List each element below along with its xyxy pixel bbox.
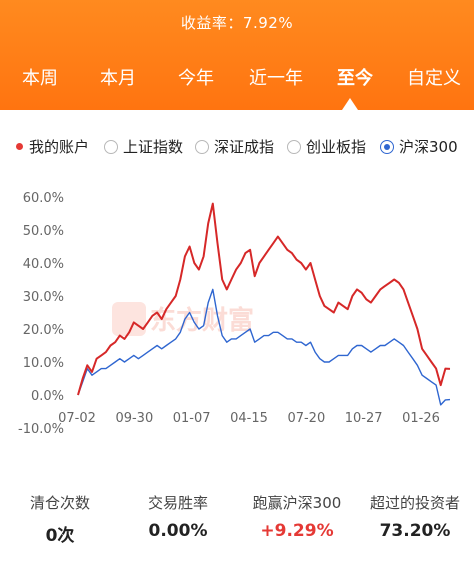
- radio-icon[interactable]: [195, 139, 209, 154]
- series-line: [77, 202, 451, 396]
- tab-this-week[interactable]: 本周: [22, 68, 58, 89]
- x-tick-label: 01-07: [173, 411, 211, 426]
- stat-value: 0.00%: [148, 521, 208, 541]
- y-tick-label: 0.0%: [31, 389, 64, 404]
- return-label: 收益率：: [180, 14, 243, 32]
- x-tick-label: 10-27: [345, 411, 383, 426]
- legend-my-account: 我的账户: [16, 136, 89, 157]
- y-tick-label: 60.0%: [23, 191, 64, 206]
- y-axis-ticks: 60.0% 50.0% 40.0% 30.0% 20.0% 10.0% 0.0% -10.0%: [18, 191, 64, 437]
- watermark-logo: 东方财富: [112, 302, 254, 336]
- series-line: [77, 288, 451, 406]
- legend-option-shenzhen[interactable]: 深证成指: [195, 136, 274, 157]
- chart-legend: 我的账户 上证指数 深证成指 创业板指 沪深300: [0, 136, 474, 160]
- x-tick-label: 01-26: [402, 411, 440, 426]
- y-tick-label: 10.0%: [23, 356, 64, 371]
- legend-option-label: 上证指数: [123, 138, 184, 156]
- y-tick-label: 20.0%: [23, 323, 64, 338]
- legend-option-label: 沪深300: [399, 138, 458, 156]
- legend-option-csi300[interactable]: 沪深300: [380, 136, 458, 157]
- tab-to-date[interactable]: 至今: [337, 68, 373, 89]
- stat-value: 0次: [45, 526, 75, 546]
- y-tick-label: 50.0%: [23, 224, 64, 239]
- return-value: 7.92%: [242, 14, 294, 32]
- radio-icon[interactable]: [287, 139, 301, 154]
- period-tabs: 本周 本月 今年 近一年 至今 自定义: [0, 64, 474, 94]
- stats-row: 清仓次数 0次 交易胜率 0.00% 跑赢沪深300 +9.29% 超过的投资者…: [0, 492, 474, 552]
- stat-value: 73.20%: [379, 521, 451, 541]
- return-chart: 东方财富 60.0% 50.0% 40.0% 30.0% 20.0% 10.0% 0.0% -…: [18, 191, 451, 437]
- legend-option-chinext[interactable]: 创业板指: [287, 136, 366, 157]
- y-tick-label: -10.0%: [18, 422, 64, 437]
- legend-option-label: 创业板指: [306, 138, 367, 156]
- radio-icon[interactable]: [104, 139, 118, 154]
- active-tab-indicator: [342, 98, 358, 110]
- tab-custom[interactable]: 自定义: [407, 68, 461, 89]
- radio-selected-icon[interactable]: [380, 139, 394, 154]
- tab-this-year[interactable]: 今年: [178, 68, 214, 89]
- x-tick-label: 09-30: [115, 411, 153, 426]
- stat-win-rate: 交易胜率 0.00%: [148, 492, 208, 541]
- account-dot-icon: [16, 143, 23, 150]
- return-rate: 收益率：7.92%: [0, 12, 474, 33]
- tab-last-year[interactable]: 近一年: [249, 68, 303, 89]
- x-tick-label: 07-02: [58, 411, 96, 426]
- x-tick-label: 04-15: [230, 411, 268, 426]
- stat-label: 超过的投资者: [369, 494, 461, 512]
- stat-value: +9.29%: [260, 521, 334, 541]
- x-tick-label: 07-20: [287, 411, 325, 426]
- tab-this-month[interactable]: 本月: [100, 68, 136, 89]
- watermark-text: 东方财富: [150, 305, 254, 336]
- stat-beat-csi300: 跑赢沪深300 +9.29%: [253, 492, 342, 541]
- stat-label: 清仓次数: [29, 494, 91, 512]
- legend-my-account-label: 我的账户: [29, 138, 90, 156]
- y-tick-label: 30.0%: [23, 290, 64, 305]
- header-bar: 收益率：7.92% 本周 本月 今年 近一年 至今 自定义: [0, 0, 474, 110]
- legend-option-shanghai[interactable]: 上证指数: [104, 136, 183, 157]
- stat-label: 交易胜率: [147, 494, 209, 512]
- watermark-icon: [112, 302, 146, 336]
- legend-option-label: 深证成指: [214, 138, 275, 156]
- chart-series: [77, 202, 451, 406]
- y-tick-label: 40.0%: [23, 257, 64, 272]
- stat-label: 跑赢沪深300: [252, 494, 342, 512]
- stat-clearance-count: 清仓次数 0次: [30, 492, 90, 546]
- stat-beaten-investors: 超过的投资者 73.20%: [370, 492, 460, 541]
- x-axis-ticks: 07-02 09-30 01-07 04-15 07-20 10-27 01-26: [58, 411, 440, 426]
